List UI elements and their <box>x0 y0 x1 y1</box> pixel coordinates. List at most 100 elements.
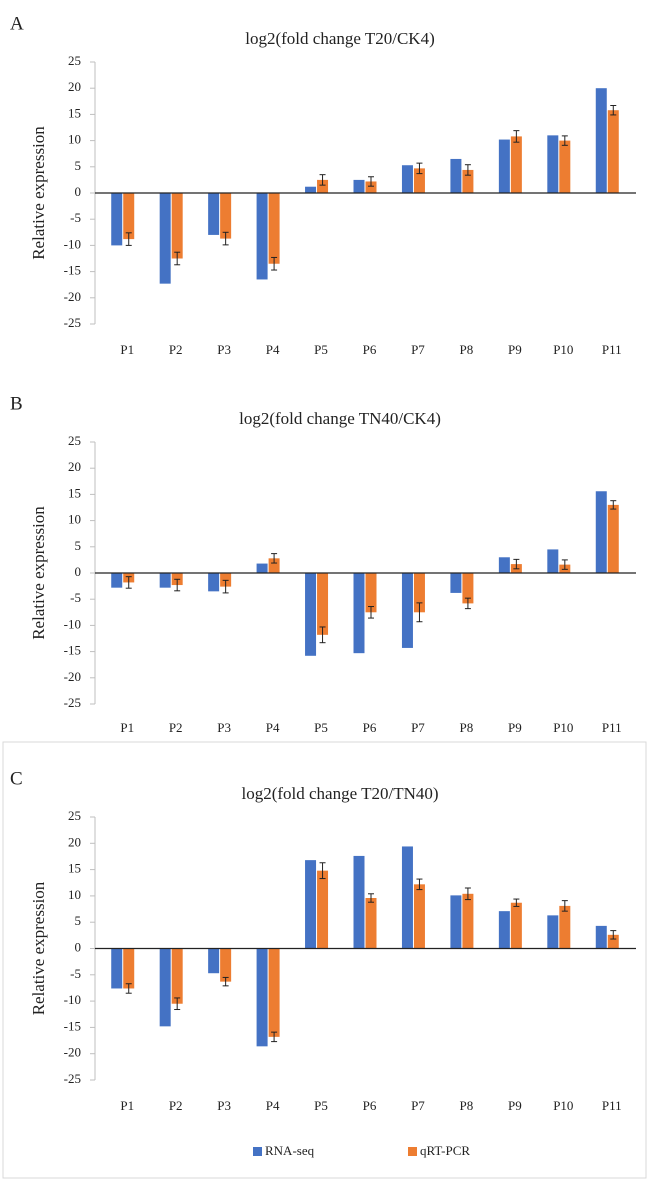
y-tick-label: -15 <box>64 643 81 658</box>
bar <box>159 193 171 284</box>
error-bar <box>222 976 229 987</box>
y-tick-label: 20 <box>68 459 81 474</box>
bar <box>595 925 607 949</box>
bar <box>159 948 171 1027</box>
y-tick-label: -20 <box>64 1045 81 1060</box>
error-bar <box>561 900 568 912</box>
x-tick-label: P6 <box>363 342 377 357</box>
bar <box>171 948 183 1004</box>
chart-title: log2(fold change TN40/CK4) <box>239 409 441 428</box>
error-bar <box>271 1031 278 1043</box>
bar <box>171 193 183 259</box>
bar <box>268 948 280 1037</box>
bar <box>123 948 135 989</box>
y-tick-label: -20 <box>64 669 81 684</box>
y-tick-label: 15 <box>68 105 81 120</box>
error-bar <box>610 500 617 510</box>
bar <box>208 573 220 592</box>
chart-title: log2(fold change T20/TN40) <box>241 784 438 803</box>
y-tick-label: 20 <box>68 834 81 849</box>
bar <box>413 884 425 949</box>
x-tick-label: P8 <box>460 720 474 735</box>
bar <box>220 193 232 239</box>
bar <box>413 168 425 193</box>
error-bar <box>561 559 568 570</box>
bar <box>220 573 232 587</box>
bar <box>559 140 571 193</box>
error-bar <box>464 887 471 901</box>
y-axis-label: Relative expression <box>29 126 48 260</box>
x-tick-label: P7 <box>411 1098 425 1113</box>
error-bar <box>513 898 520 907</box>
y-axis-label: Relative expression <box>29 506 48 640</box>
bar <box>353 179 365 193</box>
x-tick-label: P3 <box>217 342 231 357</box>
y-tick-label: 20 <box>68 79 81 94</box>
error-bar <box>125 576 132 589</box>
bar <box>353 573 365 654</box>
bar <box>595 491 607 573</box>
y-tick-label: 25 <box>68 433 81 448</box>
x-tick-label: P11 <box>602 720 622 735</box>
y-tick-label: -20 <box>64 289 81 304</box>
bar <box>111 573 123 588</box>
bar <box>462 573 474 604</box>
bar <box>268 193 280 264</box>
bar <box>413 573 425 613</box>
bar <box>547 915 559 949</box>
x-tick-label: P4 <box>266 342 280 357</box>
y-tick-label: 15 <box>68 485 81 500</box>
error-bar <box>368 176 374 187</box>
error-bar <box>368 606 374 619</box>
x-tick-label: P6 <box>363 1098 377 1113</box>
y-tick-label: 10 <box>68 512 81 527</box>
bar <box>365 573 377 613</box>
x-tick-label: P9 <box>508 720 522 735</box>
bar <box>317 870 329 949</box>
bar <box>595 88 607 193</box>
error-bar <box>319 626 326 644</box>
error-bar <box>174 578 181 592</box>
bar <box>498 911 510 949</box>
x-tick-label: P6 <box>363 720 377 735</box>
bar <box>510 902 522 949</box>
y-tick-label: 15 <box>68 861 81 876</box>
x-tick-label: P4 <box>266 720 280 735</box>
bar <box>256 193 268 280</box>
error-bar <box>513 558 520 570</box>
bar <box>256 948 268 1047</box>
y-tick-label: 0 <box>75 939 82 954</box>
bar <box>450 895 462 949</box>
bar <box>305 860 317 949</box>
bar <box>208 193 220 235</box>
bar <box>462 893 474 949</box>
bar <box>450 573 462 593</box>
error-bar <box>610 104 617 116</box>
error-bar <box>610 930 617 940</box>
x-tick-label: P5 <box>314 1098 328 1113</box>
y-tick-label: -5 <box>70 966 81 981</box>
y-tick-label: 5 <box>75 538 82 553</box>
error-bar <box>222 579 229 594</box>
bar <box>353 855 365 949</box>
x-tick-label: P3 <box>217 1098 231 1113</box>
x-tick-label: P7 <box>411 720 425 735</box>
x-tick-label: P10 <box>553 720 573 735</box>
error-bar <box>416 878 423 891</box>
y-tick-label: -5 <box>70 210 81 225</box>
bar <box>498 557 510 573</box>
x-tick-label: P2 <box>169 1098 183 1113</box>
bar <box>547 135 559 193</box>
x-tick-label: P11 <box>602 342 622 357</box>
error-bar <box>319 174 326 186</box>
bar <box>159 573 171 588</box>
y-tick-label: -10 <box>64 236 81 251</box>
error-bar <box>271 553 278 564</box>
y-tick-label: 25 <box>68 53 81 68</box>
x-tick-label: P1 <box>120 342 134 357</box>
error-bar <box>125 232 132 246</box>
bar <box>510 136 522 193</box>
bar <box>498 139 510 193</box>
bar <box>401 846 413 949</box>
